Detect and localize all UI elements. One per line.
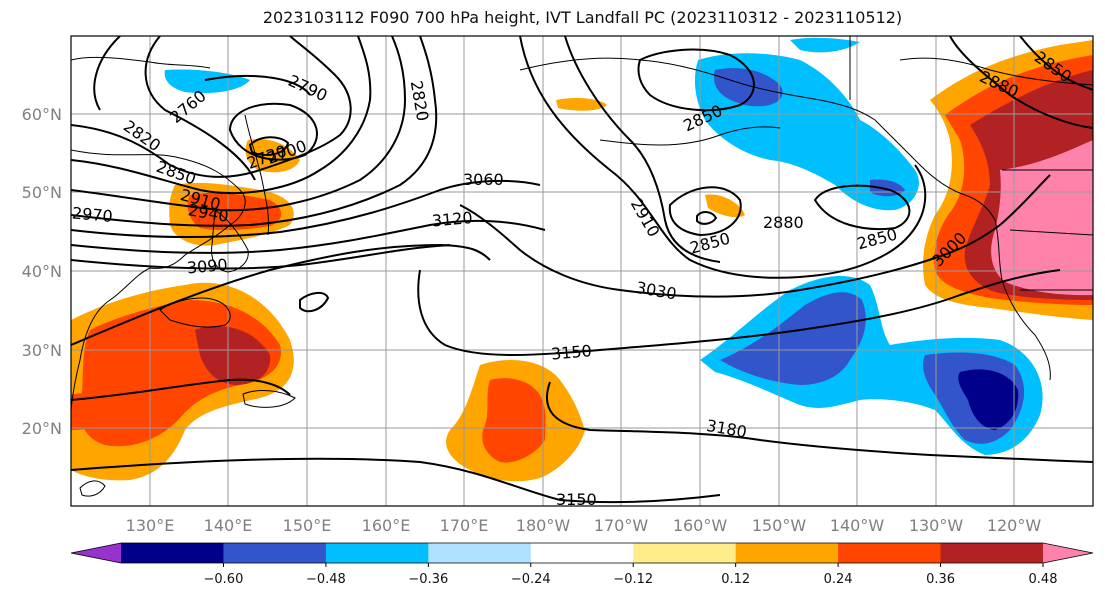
colorbar-extend-min bbox=[71, 543, 121, 563]
colorbar-swatch bbox=[223, 543, 327, 563]
lon-label: 160°W bbox=[673, 516, 728, 535]
colorbar-tick-label: −0.36 bbox=[408, 572, 448, 587]
colorbar-outline bbox=[70, 542, 1094, 564]
lon-label: 130°W bbox=[909, 516, 964, 535]
colorbar: −0.60 −0.48 −0.36 −0.24 −0.12 0.12 0.24 0.36 0.4… bbox=[70, 542, 1094, 587]
colorbar-tick-label: 0.24 bbox=[824, 572, 853, 587]
colorbar-tick-label: −0.12 bbox=[613, 572, 653, 587]
colorbar-tick-label: 0.12 bbox=[721, 572, 750, 587]
colorbar-tick-label: −0.60 bbox=[204, 572, 244, 587]
contour-label: 2880 bbox=[763, 213, 804, 232]
colorbar-extend-max bbox=[1043, 543, 1093, 563]
lon-label: 180°W bbox=[516, 516, 571, 535]
colorbar-swatch bbox=[735, 543, 839, 563]
lat-label: 30°N bbox=[22, 341, 62, 360]
colorbar-tick-label: −0.24 bbox=[511, 572, 551, 587]
lon-label: 130°E bbox=[126, 516, 175, 535]
lat-label: 50°N bbox=[22, 183, 62, 202]
colorbar-swatch bbox=[633, 543, 737, 563]
colorbar-swatch bbox=[325, 543, 429, 563]
lon-label: 150°W bbox=[752, 516, 807, 535]
latitude-labels: 60°N 50°N 40°N 30°N 20°N bbox=[22, 105, 62, 438]
contour-label: 3120 bbox=[431, 208, 473, 230]
coastlines bbox=[71, 36, 1093, 497]
lat-label: 40°N bbox=[22, 262, 62, 281]
lat-label: 20°N bbox=[22, 419, 62, 438]
figure-title: 2023103112 F090 700 hPa height, IVT Land… bbox=[262, 8, 903, 27]
colorbar-swatch bbox=[428, 543, 532, 563]
contour-label: 2970 bbox=[71, 203, 113, 225]
lon-label: 170°E bbox=[440, 516, 489, 535]
contour-label: 3150 bbox=[550, 341, 592, 363]
lon-label: 150°E bbox=[283, 516, 332, 535]
lon-label: 140°E bbox=[204, 516, 253, 535]
height-contours bbox=[71, 36, 1093, 504]
lon-label: 160°E bbox=[362, 516, 411, 535]
lon-label: 120°W bbox=[987, 516, 1042, 535]
longitude-labels: 130°E 140°E 150°E 160°E 170°E 180°W 170°… bbox=[126, 516, 1042, 535]
colorbar-tick-label: 0.36 bbox=[926, 572, 955, 587]
lat-label: 60°N bbox=[22, 105, 62, 124]
map-frame bbox=[70, 35, 1094, 507]
contour-label: 3150 bbox=[556, 490, 597, 509]
colorbar-swatch bbox=[940, 543, 1044, 563]
colorbar-tick-label: −0.48 bbox=[306, 572, 346, 587]
lon-label: 170°W bbox=[594, 516, 649, 535]
colorbar-swatch bbox=[530, 543, 634, 563]
colorbar-swatch bbox=[838, 543, 942, 563]
contour-label: 3060 bbox=[463, 170, 504, 189]
contour-label: 3090 bbox=[186, 255, 228, 277]
colorbar-tick-label: 0.48 bbox=[1029, 572, 1058, 587]
colorbar-swatch bbox=[121, 543, 224, 563]
lon-label: 140°W bbox=[830, 516, 885, 535]
